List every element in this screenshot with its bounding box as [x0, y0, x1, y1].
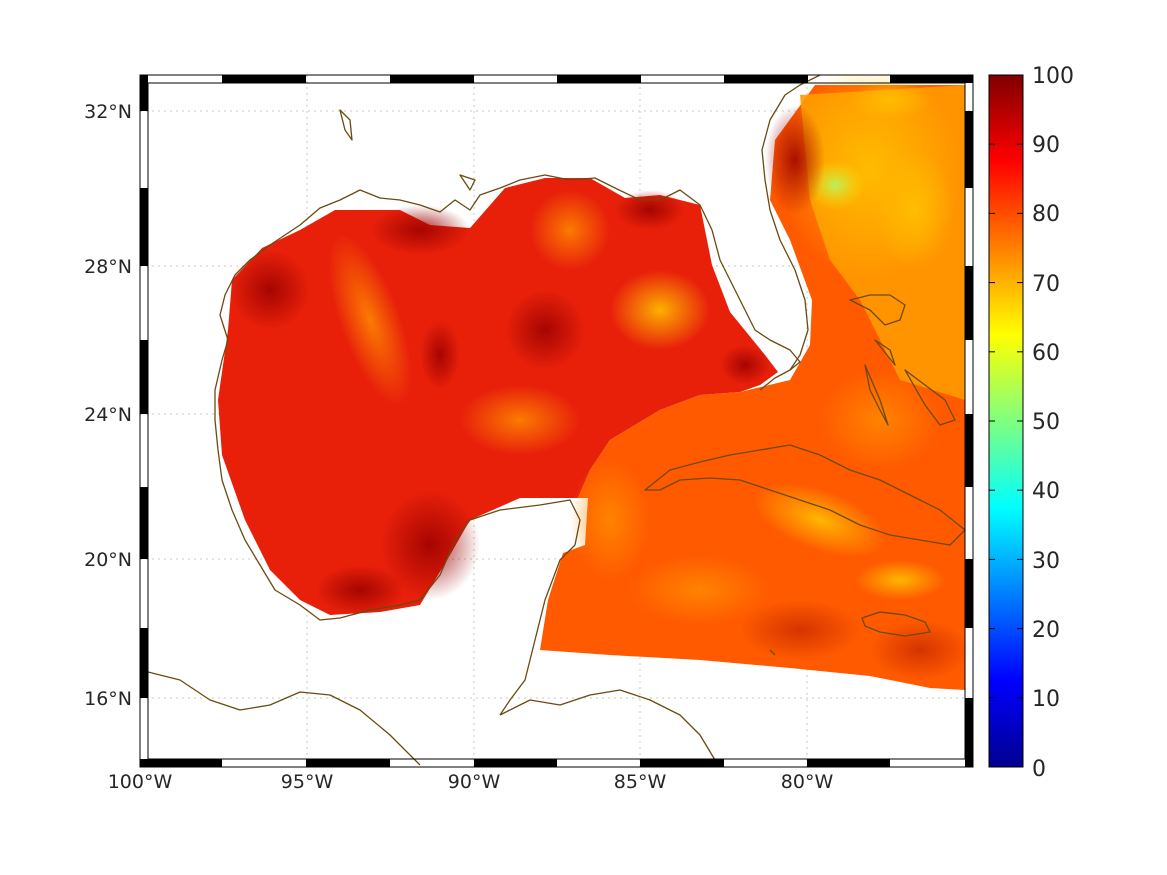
colorbar: 100 90 80 70 60 50 40 30 20 10 0: [988, 64, 1074, 782]
florida-coastline: [761, 75, 821, 371]
lon-tick-label: 100°W: [108, 771, 173, 793]
colorbar-tick-label: 90: [1032, 133, 1060, 158]
colorbar-tick-label: 100: [1032, 64, 1074, 89]
lon-tick-label: 80°W: [781, 771, 834, 793]
colorbar-tick-label: 60: [1032, 341, 1060, 366]
lat-tick-label: 32°N: [84, 101, 132, 123]
jamaica-coastline: [861, 611, 931, 637]
lat-tick-label: 16°N: [84, 688, 132, 710]
colorbar-tick-label: 0: [1032, 757, 1046, 782]
colorbar-ticks: [989, 74, 1023, 768]
colorbar-tick-label: 20: [1032, 618, 1060, 643]
colorbar-tick-label: 70: [1032, 272, 1060, 297]
colorbar-tick-label: 80: [1032, 202, 1060, 227]
lat-tick-label: 24°N: [84, 404, 132, 426]
data-field: [218, 75, 970, 690]
lon-tick-labels: 100°W 95°W 90°W 85°W 80°W: [108, 771, 834, 793]
lon-tick-label: 85°W: [614, 771, 667, 793]
coastlines: [140, 75, 966, 766]
colorbar-tick-label: 30: [1032, 549, 1060, 574]
lat-tick-label: 20°N: [84, 549, 132, 571]
lon-tick-label: 95°W: [281, 771, 334, 793]
colorbar-tick-label: 40: [1032, 479, 1060, 504]
lat-tick-label: 28°N: [84, 256, 132, 278]
gulf-coastline: [214, 174, 801, 716]
lon-tick-label: 90°W: [448, 771, 501, 793]
lat-tick-labels: 32°N 28°N 24°N 20°N 16°N: [84, 101, 132, 710]
map-frame: [139, 74, 974, 768]
colorbar-tick-label: 10: [1032, 687, 1060, 712]
colorbar-tick-label: 50: [1032, 410, 1060, 435]
cuba-coastline: [644, 444, 966, 546]
